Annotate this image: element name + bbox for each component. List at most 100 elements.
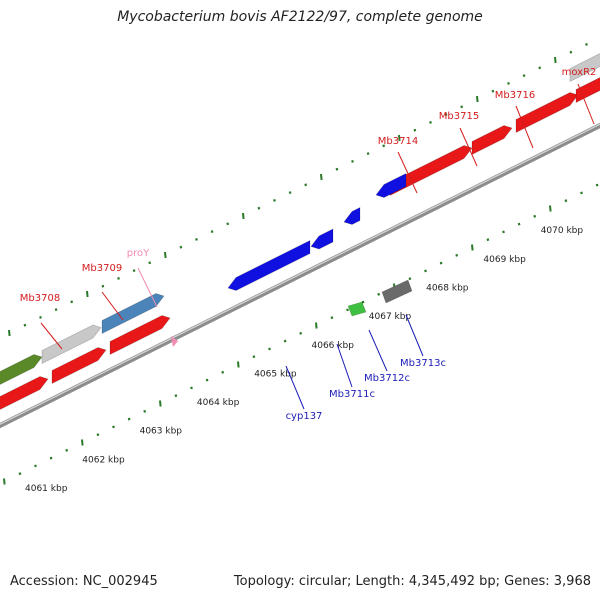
gene-mb3709-leader (101, 291, 124, 321)
gene-arrow-red-lane1 (0, 376, 49, 410)
lower-scale-tick (221, 370, 225, 374)
gene-mb3711c-label: Mb3711c (329, 389, 375, 400)
gene-arrow-red-lane1 (109, 315, 171, 355)
lower-scale-tick (377, 292, 381, 296)
upper-scale-tick (569, 50, 573, 54)
backbone-highlight (0, 123, 600, 425)
gene-mb3708-label: Mb3708 (20, 293, 60, 304)
upper-scale-tick (288, 191, 292, 194)
gene-mb3715-leader (459, 127, 478, 167)
upper-scale-tick (164, 251, 167, 259)
lower-scale-tick (486, 238, 490, 242)
upper-scale-tick (444, 113, 448, 116)
upper-scale-tick (507, 82, 510, 85)
lower-scale-tick (361, 300, 365, 304)
scale-label: 4065 kbp (254, 369, 297, 379)
gene-moxr2-label: moxR2 (562, 67, 597, 78)
lower-scale-tick (34, 464, 37, 468)
upper-scale-tick (242, 212, 245, 220)
upper-scale-tick (195, 238, 198, 241)
gene-arrow-mb3713c (375, 173, 407, 198)
scale-label: 4070 kbp (541, 226, 584, 236)
lower-scale-tick (564, 199, 568, 203)
gene-mb3715-label: Mb3715 (439, 111, 479, 122)
upper-scale-tick (132, 269, 136, 272)
lower-scale-tick (252, 355, 256, 359)
gene-arrow-cyp137 (227, 240, 311, 291)
scale-label: 4063 kbp (140, 427, 183, 437)
gene-arrow-mb3712c (343, 207, 361, 225)
gene-mb3711c-leader (336, 343, 353, 388)
scale-label: 4061 kbp (25, 484, 68, 494)
gene-cyp137-label: cyp137 (286, 411, 323, 422)
upper-scale-tick (491, 89, 495, 93)
upper-scale-tick (101, 284, 105, 288)
lower-scale-tick (315, 322, 318, 329)
upper-scale-tick (70, 300, 74, 304)
gene-moxr2-leader (577, 83, 595, 125)
upper-scale-tick (538, 66, 542, 70)
accession-text: Accession: NC_002945 (10, 574, 158, 589)
gene-arrow-steel (101, 293, 165, 334)
lower-scale-tick (112, 425, 115, 429)
lower-scale-tick (424, 269, 427, 273)
gene-mb3713c-label: Mb3713c (400, 358, 446, 369)
gene-mb3713c-leader (405, 314, 424, 357)
upper-scale-tick (257, 206, 261, 210)
lower-scale-tick (174, 394, 178, 398)
lower-scale-tick (299, 331, 303, 335)
gene-box-dark-gray (381, 279, 413, 304)
upper-scale-tick (351, 160, 354, 163)
lower-scale-tick (190, 386, 193, 390)
lower-scale-tick (96, 433, 100, 437)
upper-scale-tick (554, 56, 557, 64)
upper-scale-tick (148, 261, 152, 265)
genome-summary-text: Topology: circular; Length: 4,345,492 bp… (233, 574, 591, 589)
upper-scale-tick (413, 128, 417, 132)
scale-label: 4069 kbp (483, 255, 526, 265)
gene-arrow-olive (0, 354, 43, 385)
upper-scale-tick (273, 199, 276, 202)
gene-mb3709-label: Mb3709 (82, 263, 122, 274)
gene-arrow-mb3711c (310, 228, 334, 250)
upper-scale-tick (210, 230, 214, 233)
lower-scale-tick (408, 277, 412, 281)
scale-label: 4064 kbp (197, 398, 240, 408)
lower-scale-tick (81, 439, 84, 446)
lower-scale-tick (268, 347, 271, 351)
gene-mb3716-label: Mb3716 (495, 90, 535, 101)
gene-arrow-moxr2 (569, 53, 600, 82)
upper-scale-tick (54, 308, 58, 311)
lower-scale-tick (517, 222, 521, 226)
gene-arrow-mb3715 (471, 125, 513, 155)
upper-scale-tick (117, 277, 120, 280)
lower-scale-tick (18, 472, 22, 476)
lower-scale-tick (127, 417, 131, 421)
scale-label: 4068 kbp (426, 283, 469, 293)
gene-mb3708-leader (40, 322, 63, 350)
upper-scale-tick (366, 152, 370, 155)
lower-scale-tick (533, 214, 537, 218)
gene-arrow-red-edge (575, 77, 600, 103)
upper-scale-tick (398, 134, 401, 142)
upper-scale-tick (304, 183, 308, 187)
gene-arrow-gray (41, 324, 102, 364)
lower-scale-tick (49, 456, 53, 460)
lower-scale-tick (205, 378, 209, 382)
upper-scale-tick (460, 105, 464, 109)
upper-scale-tick (585, 43, 588, 46)
lower-scale-tick (330, 316, 334, 320)
upper-scale-tick (320, 173, 323, 181)
upper-scale-tick (8, 329, 11, 337)
scale-label: 4062 kbp (82, 455, 125, 465)
lower-scale-tick (346, 308, 349, 312)
gene-proy-leader (137, 267, 158, 308)
lower-scale-tick (143, 409, 147, 413)
gene-box-green (347, 301, 367, 317)
lower-scale-tick (580, 191, 583, 195)
lower-scale-tick (549, 205, 552, 212)
lower-scale-tick (159, 400, 162, 407)
backbone-line (0, 122, 600, 429)
